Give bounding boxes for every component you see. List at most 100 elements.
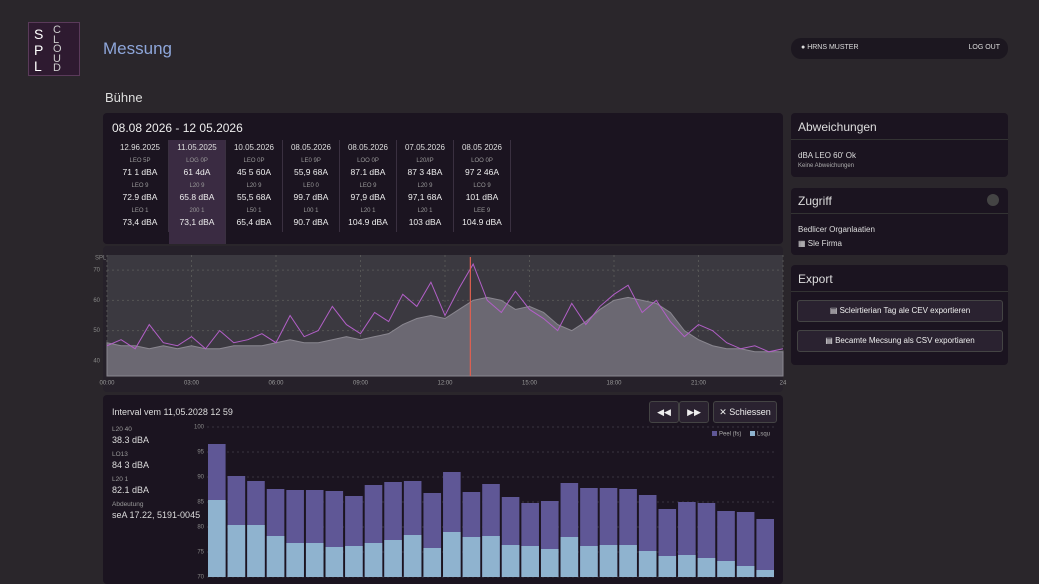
label: Scleirtierian Tag ale CEV exportieren [839,306,971,315]
panel-title: Export [798,272,833,286]
metric-label: LOO 0P [357,158,379,164]
export-day-button[interactable]: ▤ Scleirtierian Tag ale CEV exportieren [797,300,1003,322]
close-label: Schiessen [729,407,771,417]
metric-label: LE0 9P [301,158,321,164]
access-role: Bedlicer Organlaatien [798,225,875,234]
metric-label: L50 1 [246,208,262,214]
summary-panel: 08.08 2026 - 12 05.2026 12.96.2025 LEO 5P… [103,113,783,244]
day-date: 08.05.2026 [290,143,332,152]
panel-title: Abweichungen [798,120,877,134]
logout[interactable]: LOG OUT [968,44,1000,51]
user-bar: ● HRNS MUSTER LOG OUT [791,38,1008,59]
logo-letter: L [53,33,60,46]
panel-title: Zugriff [798,194,832,208]
day-date: 12.96.2025 [119,143,161,152]
metric-value: 65.8 dBA [179,192,215,202]
user-name: ● HRNS MUSTER [801,44,859,51]
metric-label: L00 1 [303,208,319,214]
stat-value: 82.1 dBA [112,485,150,495]
page-title: Messung [103,39,172,58]
day-column[interactable]: 11.05.2025 LOG 0P 61 4dA L20 9 65.8 dBA 200 1… [169,140,226,244]
day-date: 08.05.2026 [347,143,389,152]
metric-value: 104.9 dBA [348,217,388,227]
logo-letter: P [34,42,44,58]
timeline-panel [103,246,783,392]
metric-label: LEO 9 [359,183,377,189]
logo-letter: U [53,52,61,65]
metric-label: LEO 1 [131,208,149,214]
metric-label: LOG 0P [186,158,208,164]
metric-value: 97,1 68A [407,192,443,202]
divider [791,291,1008,292]
metric-value: 97 2 46A [464,167,500,177]
metric-label: LEO 9 [131,183,149,189]
metric-value: 65,4 dBA [236,217,272,227]
stat-label: LO13 [112,451,128,458]
y-tick-label: 60 [93,298,100,304]
metric-value: 90.7 dBA [293,217,329,227]
metric-label: LEE 9 [473,208,491,214]
y-tick-label: 70 [93,268,100,274]
metric-value: 97,9 dBA [350,192,386,202]
settings-icon[interactable] [987,194,999,206]
metric-value: 55,9 68A [293,167,329,177]
metric-label: L20 9 [246,183,262,189]
logo-letter: O [53,43,62,55]
date-range: 08.08 2026 - 12 05.2026 [112,121,243,135]
day-column[interactable]: 07.05.2026 L20/IP 87 3 4BA L20 9 97,1 68A L20… [397,140,454,232]
metric-label: L20 1 [360,208,376,214]
metric-label: LOO 0P [471,158,493,164]
metric-value: 72.9 dBA [122,192,158,202]
day-column[interactable]: 08.05.2026 LOO 0P 87.1 dBA LEO 9 97,9 dBA L20… [340,140,397,232]
metric-value: 45 5 60A [236,167,272,177]
stat-value: 84 3 dBA [112,460,150,470]
next-button[interactable]: ▶▶ [679,401,709,423]
logo-letter: C [53,24,61,36]
metric-value: 99.7 dBA [293,192,329,202]
user: HRNS MUSTER [807,44,859,51]
metric-label: L20/IP [416,158,434,164]
metric-value: 73,4 dBA [122,217,158,227]
day-date: 07.05.2026 [404,143,446,152]
metric-value: 87.1 dBA [350,167,386,177]
access-company: ▦ Sle Firma [798,239,843,248]
label: Becamte Mecsung als CSV exportiaren [835,336,975,345]
metric-value: 104.9 dBA [462,217,502,227]
day-column[interactable]: 08.05 2026 LOO 0P 97 2 46A LCO 9 101 dBA LEE … [454,140,511,232]
stat-label: L20 40 [112,426,132,433]
export-panel: Export ▤ Scleirtierian Tag ale CEV expor… [791,265,1008,365]
metric-label: LCO 9 [473,183,491,189]
day-column[interactable]: 12.96.2025 LEO 5P 71 1 dBA LEO 9 72.9 dBA LEO… [112,140,169,232]
metric-label: LEO 0P [243,158,265,164]
metric-value: 73,1 dBA [179,217,215,227]
day-date: 10.05.2026 [233,143,275,152]
metric-label: LEO 5P [129,158,151,164]
divider [791,213,1008,214]
stat-label: Abdeutung [112,501,144,508]
day-date: 08.05 2026 [461,143,503,152]
stat-value: seA 17.22, 5191-0045 [112,510,201,520]
logo-letter: D [53,62,61,74]
prev-button[interactable]: ◀◀ [649,401,679,423]
interval-title: Interval vem 11,05.2028 12 59 [112,407,233,417]
close-button[interactable]: ✕ Schiessen [713,401,777,423]
metric-value: 71 1 dBA [122,167,158,177]
metric-label: L20 1 [417,208,433,214]
deviation-note: Keine Abweichungen [798,163,855,169]
company: Sle Firma [807,239,843,248]
access-panel: Zugriff Bedlicer Organlaatien ▦ Sle Firm… [791,188,1008,255]
metric-value: 61 4dA [183,167,211,177]
section-title: Bühne [105,90,143,105]
divider [791,139,1008,140]
export-all-button[interactable]: ▤ Becamte Mecsung als CSV exportiaren [797,330,1003,352]
day-column[interactable]: 10.05.2026 LEO 0P 45 5 60A L20 9 55,5 68A L50… [226,140,283,232]
metric-value: 103 dBA [408,217,442,227]
logo-letter: S [34,26,44,42]
logo-letter: L [34,58,42,74]
day-date: 11.05.2025 [177,143,217,152]
day-column[interactable]: 08.05.2026 LE0 9P 55,9 68A LE0 0 99.7 dBA L00… [283,140,340,232]
metric-label: 200 1 [189,208,205,214]
metric-label: LE0 0 [303,183,319,189]
